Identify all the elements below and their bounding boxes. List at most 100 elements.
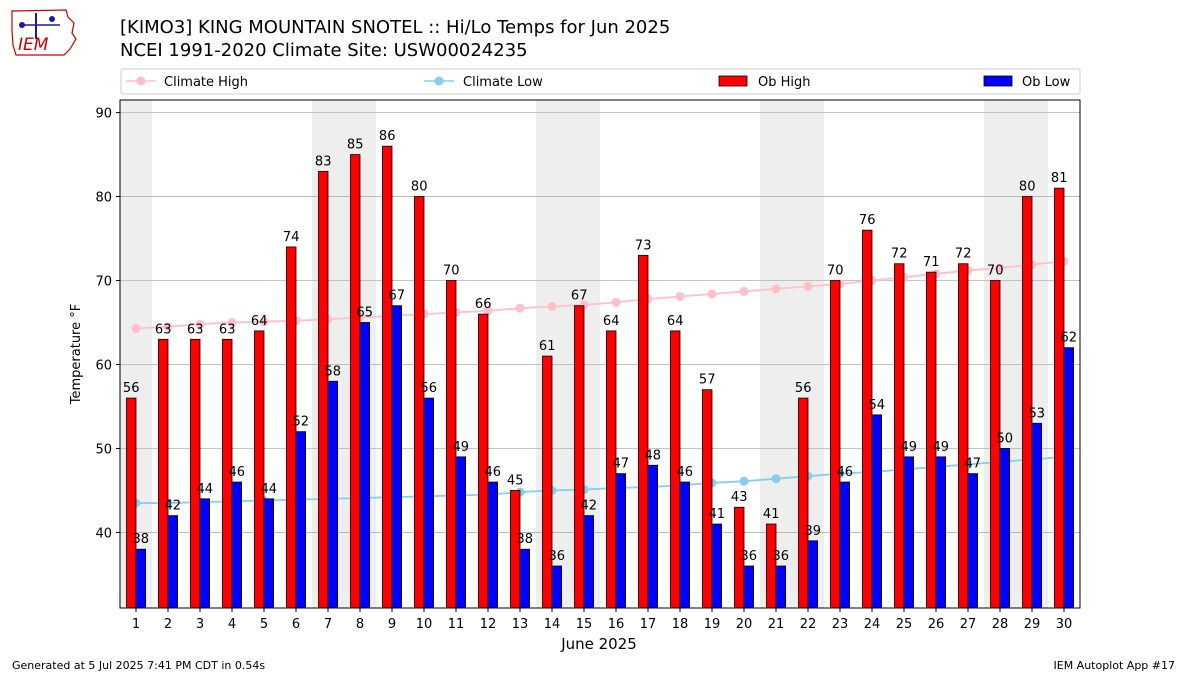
y-grid bbox=[120, 112, 1080, 533]
app-label: IEM Autoplot App #17 bbox=[1053, 659, 1176, 672]
iowa-outline-shape bbox=[11, 9, 77, 56]
ob-low-value-label: 36 bbox=[773, 549, 790, 564]
ob-high-value-label: 64 bbox=[603, 314, 620, 329]
ob-high-value-label: 63 bbox=[155, 322, 172, 337]
legend-ob-low-swatch bbox=[983, 75, 1013, 87]
ob-low-bar bbox=[871, 414, 883, 609]
ob-low-value-label: 62 bbox=[1061, 331, 1078, 346]
ob-low-value-label: 46 bbox=[229, 465, 246, 480]
ob-high-bar bbox=[1054, 187, 1065, 609]
ob-low-value-label: 39 bbox=[805, 524, 822, 539]
ob-low-bar bbox=[359, 322, 371, 609]
ob-low-bar bbox=[999, 448, 1011, 609]
x-tick-label: 18 bbox=[672, 617, 689, 632]
ob-low-value-label: 49 bbox=[933, 440, 950, 455]
ob-high-bar bbox=[509, 490, 521, 609]
logo-sensor-dot bbox=[19, 22, 25, 28]
logo-sensor-dot bbox=[49, 16, 55, 22]
x-tick-label: 29 bbox=[1024, 617, 1041, 632]
x-tick-label: 26 bbox=[928, 617, 945, 632]
chart-subtitle: NCEI 1991-2020 Climate Site: USW00024235 bbox=[120, 40, 528, 61]
chart-title: [KIMO3] KING MOUNTAIN SNOTEL :: Hi/Lo Te… bbox=[120, 17, 671, 38]
ob-high-value-label: 80 bbox=[411, 180, 428, 195]
x-tick-label: 22 bbox=[800, 617, 817, 632]
climate-high-marker bbox=[227, 318, 237, 328]
x-tick-label: 15 bbox=[576, 617, 593, 632]
ob-low-value-label: 38 bbox=[517, 532, 534, 547]
climate-high-marker bbox=[259, 317, 269, 327]
ob-low-bar bbox=[519, 548, 531, 609]
ob-high-bar bbox=[830, 280, 841, 609]
climate-high-marker bbox=[771, 284, 781, 294]
y-tick-label: 70 bbox=[95, 275, 112, 290]
ob-low-bar bbox=[295, 431, 307, 609]
ob-high-bar bbox=[574, 305, 585, 609]
ob-low-bar bbox=[1031, 422, 1043, 609]
x-tick-label: 13 bbox=[512, 617, 529, 632]
ob-low-value-label: 44 bbox=[197, 482, 214, 497]
x-axis-label: June 2025 bbox=[560, 635, 637, 653]
ob-high-value-label: 63 bbox=[219, 322, 236, 337]
ob-low-value-label: 54 bbox=[869, 398, 886, 413]
ob-high-bar bbox=[766, 523, 777, 609]
x-tick-label: 6 bbox=[292, 617, 300, 632]
logo-text: IEM bbox=[18, 35, 49, 55]
ob-low-value-label: 67 bbox=[389, 289, 406, 304]
x-tick-label: 30 bbox=[1056, 617, 1073, 632]
legend-climate-high-label: Climate High bbox=[164, 75, 248, 90]
ob-high-bar bbox=[189, 338, 201, 609]
climate-high-marker bbox=[611, 297, 621, 307]
ob-high-value-label: 43 bbox=[731, 490, 748, 505]
ob-high-value-label: 85 bbox=[347, 138, 364, 153]
climate-high-marker bbox=[195, 319, 205, 329]
y-tick-label: 90 bbox=[95, 107, 112, 122]
x-tick-label: 28 bbox=[992, 617, 1009, 632]
ob-high-bar bbox=[862, 229, 873, 609]
climate-high-marker bbox=[483, 306, 493, 316]
ob-high-bar bbox=[413, 196, 425, 609]
climate-high-marker bbox=[995, 263, 1005, 273]
y-tick-label: 40 bbox=[95, 526, 112, 541]
x-tick-label: 9 bbox=[388, 617, 396, 632]
ob-low-bar bbox=[455, 456, 467, 609]
legend-ob-high-label: Ob High bbox=[758, 75, 811, 90]
ob-high-value-label: 56 bbox=[795, 381, 812, 396]
ob-high-bar bbox=[1022, 196, 1033, 609]
ob-low-bar bbox=[615, 473, 627, 609]
ob-high-value-label: 57 bbox=[699, 373, 716, 388]
ob-high-value-label: 70 bbox=[987, 264, 1004, 279]
iem-logo: IEM bbox=[11, 9, 77, 56]
ob-low-bar bbox=[935, 456, 947, 609]
climate-high-marker bbox=[739, 286, 749, 296]
legend: Climate High Climate Low Ob High Ob Low bbox=[120, 68, 1081, 95]
climate-low-marker bbox=[739, 476, 749, 486]
ob-low-value-label: 50 bbox=[997, 431, 1014, 446]
legend-climate-low-marker bbox=[434, 76, 444, 86]
ob-high-value-label: 64 bbox=[667, 314, 684, 329]
ob-low-value-label: 44 bbox=[261, 482, 278, 497]
ob-low-value-label: 36 bbox=[549, 549, 566, 564]
ob-high-value-label: 41 bbox=[763, 507, 780, 522]
climate-high-marker bbox=[163, 322, 173, 332]
ob-high-value-label: 80 bbox=[1019, 180, 1036, 195]
bar-value-labels: 56 63 63 63 64 74 83 85 86 80 70 66 45 61 67 64 73 64 57 43… bbox=[123, 129, 1077, 564]
ob-low-value-label: 58 bbox=[325, 364, 342, 379]
ob-low-bar bbox=[551, 565, 563, 609]
ob-high-value-label: 72 bbox=[955, 247, 972, 262]
legend-climate-high-marker bbox=[136, 76, 146, 86]
ob-high-bar bbox=[157, 338, 169, 609]
ob-low-bar bbox=[391, 305, 403, 609]
x-tick-label: 14 bbox=[544, 617, 561, 632]
weekend-shade-band bbox=[760, 100, 792, 608]
x-tick-label: 17 bbox=[640, 617, 657, 632]
ob-low-bar bbox=[967, 473, 979, 609]
ob-high-bar bbox=[126, 397, 137, 609]
ob-high-bar bbox=[253, 330, 265, 609]
ob-high-bar bbox=[958, 263, 969, 609]
x-tick-label: 20 bbox=[736, 617, 753, 632]
ob-high-value-label: 70 bbox=[827, 264, 844, 279]
x-tick-label: 2 bbox=[164, 617, 172, 632]
ob-high-value-label: 86 bbox=[379, 129, 396, 144]
ob-low-value-label: 42 bbox=[581, 499, 598, 514]
y-tick-label: 50 bbox=[95, 442, 112, 457]
